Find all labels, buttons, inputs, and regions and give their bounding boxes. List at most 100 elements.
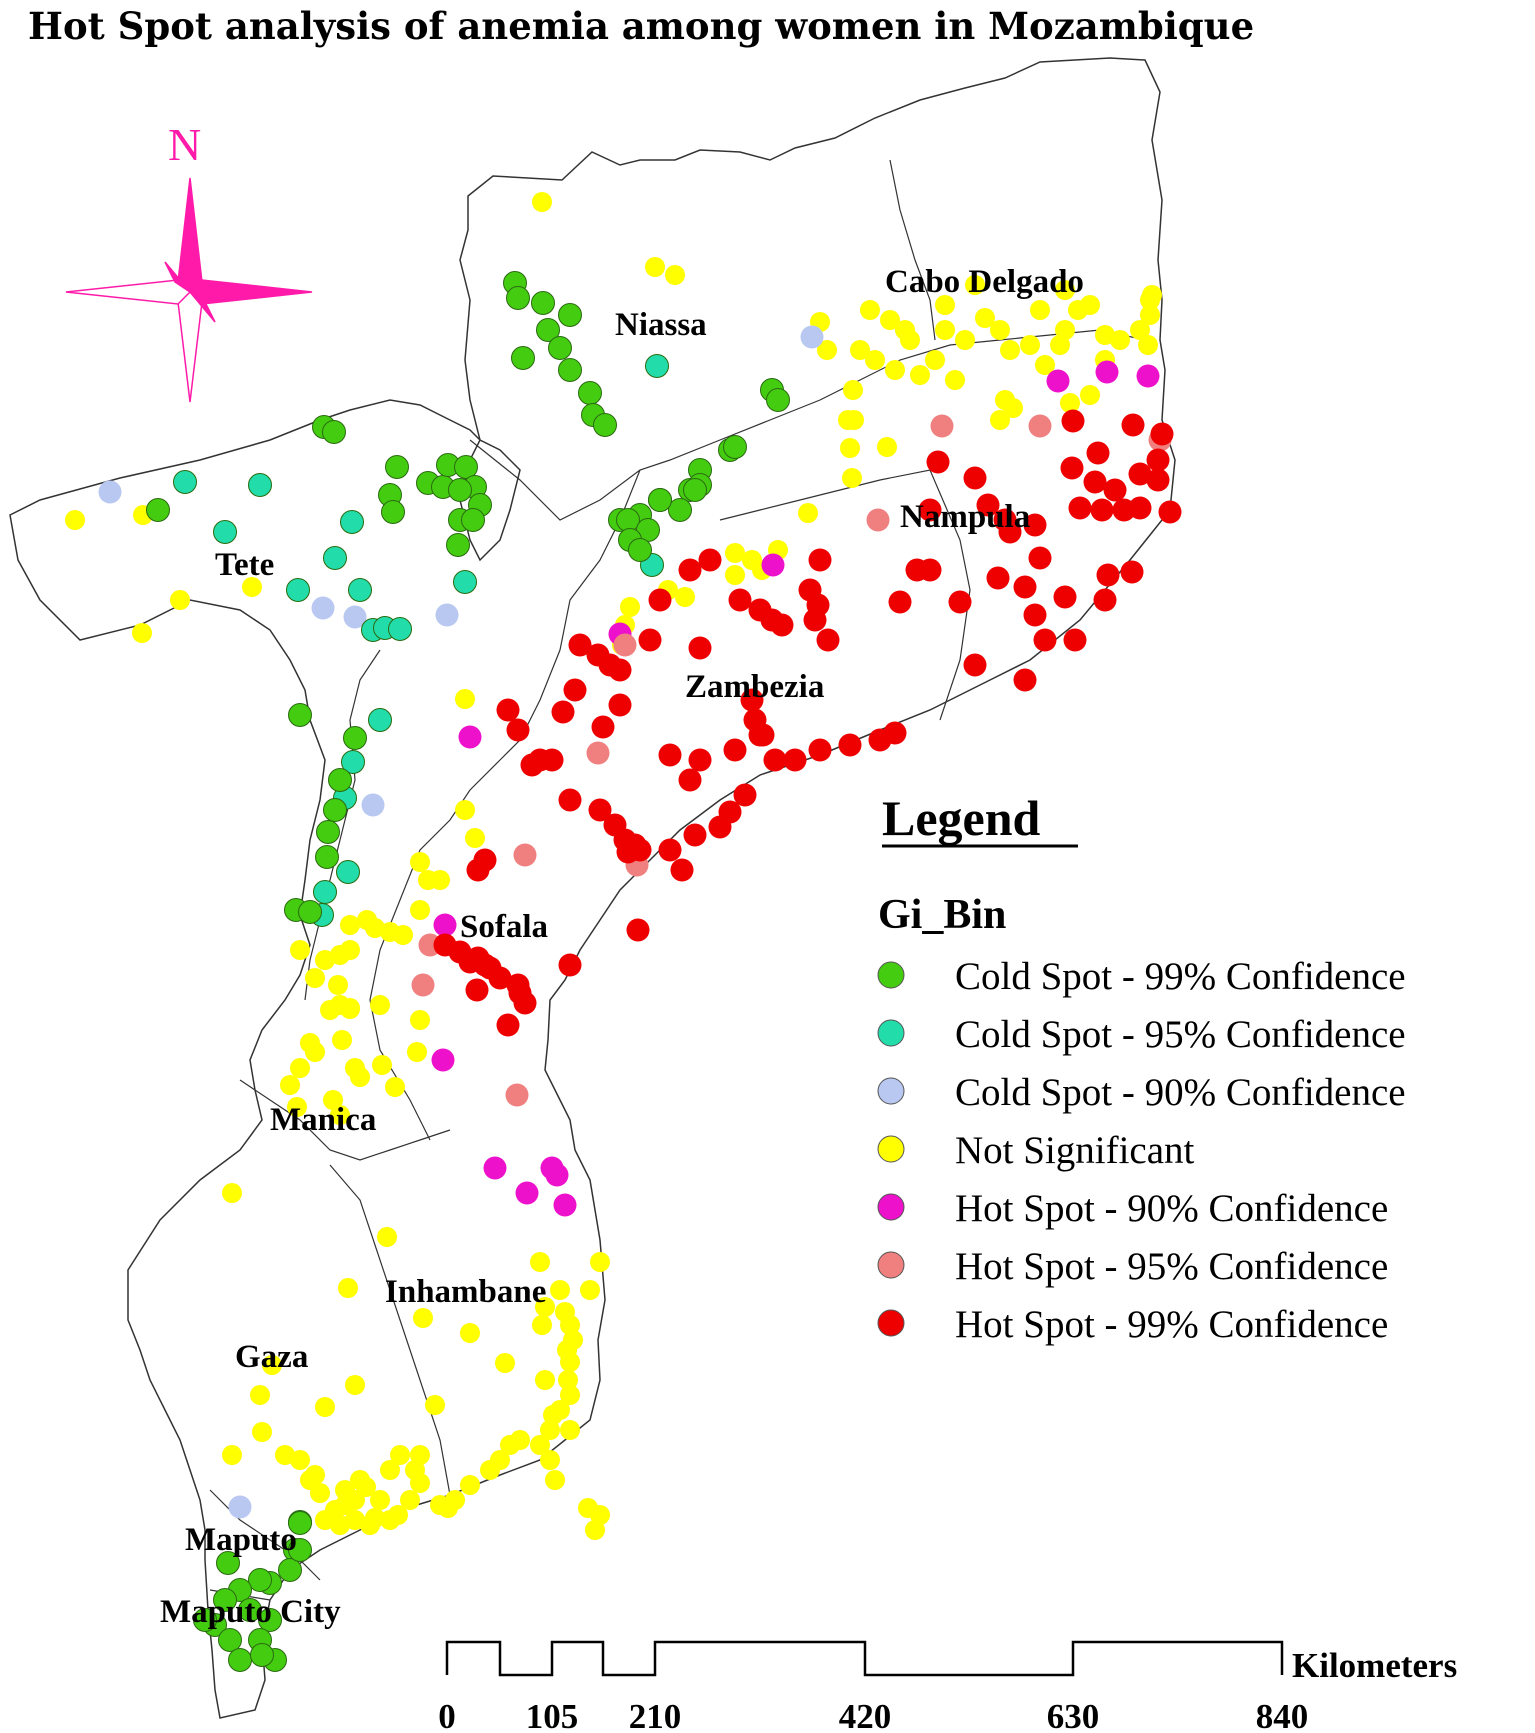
point-hot-spot-99 (1090, 498, 1114, 522)
point-not-significant (545, 1470, 565, 1490)
north-arrow-label: N (168, 119, 201, 170)
point-not-significant (560, 1385, 580, 1405)
point-not-significant (1020, 335, 1040, 355)
point-not-significant (1142, 285, 1162, 305)
point-hot-spot-99 (683, 823, 707, 847)
point-not-significant (843, 380, 863, 400)
point-hot-spot-90 (1046, 369, 1070, 393)
point-hot-spot-99 (1068, 496, 1092, 520)
point-hot-spot-99 (1086, 441, 1110, 465)
point-not-significant (330, 1105, 350, 1125)
point-cold-spot-99 (448, 478, 472, 502)
point-hot-spot-99 (1023, 603, 1047, 627)
point-hot-spot-90 (1095, 360, 1119, 384)
point-hot-spot-99 (588, 798, 612, 822)
point-not-significant (365, 918, 385, 938)
point-not-significant (360, 1515, 380, 1535)
point-hot-spot-90 (545, 1163, 569, 1187)
points-layer (65, 192, 1182, 1672)
point-hot-spot-99 (591, 715, 615, 739)
point-hot-spot-99 (1128, 462, 1152, 486)
point-hot-spot-99 (658, 838, 682, 862)
point-hot-spot-99 (616, 840, 640, 864)
point-not-significant (532, 192, 552, 212)
point-hot-spot-95 (513, 843, 537, 867)
point-hot-spot-99 (905, 558, 929, 582)
point-not-significant (560, 1420, 580, 1440)
point-not-significant (390, 1445, 410, 1465)
legend-swatch (877, 1193, 905, 1221)
point-not-significant (350, 1470, 370, 1490)
point-hot-spot-99 (1146, 448, 1170, 472)
point-cold-spot-99 (506, 286, 530, 310)
point-cold-spot-99 (238, 1598, 262, 1622)
point-hot-spot-99 (723, 738, 747, 762)
point-cold-spot-90 (800, 325, 824, 349)
point-hot-spot-99 (506, 718, 530, 742)
point-not-significant (530, 1252, 550, 1272)
province-label-gaza: Gaza (235, 1339, 308, 1375)
point-hot-spot-99 (1083, 470, 1107, 494)
province-label-cabo-delgado: Cabo Delgado (885, 264, 1084, 300)
point-not-significant (170, 590, 190, 610)
point-not-significant (885, 360, 905, 380)
point-hot-spot-99 (698, 548, 722, 572)
scale-tick-label: 105 (526, 1697, 579, 1733)
province-label-maputo: Maputo (185, 1522, 297, 1558)
point-not-significant (540, 1420, 560, 1440)
province-label-zambezia: Zambezia (685, 669, 824, 705)
point-not-significant (543, 1405, 563, 1425)
point-hot-spot-99 (963, 653, 987, 677)
point-not-significant (340, 998, 360, 1018)
point-hot-spot-99 (1060, 456, 1084, 480)
point-cold-spot-99 (578, 381, 602, 405)
point-not-significant (532, 1315, 552, 1335)
point-hot-spot-90 (433, 913, 457, 937)
point-not-significant (290, 940, 310, 960)
legend-item-label: Hot Spot - 90% Confidence (955, 1187, 1388, 1230)
point-not-significant (540, 1450, 560, 1470)
point-cold-spot-99 (288, 1511, 312, 1535)
point-not-significant (430, 870, 450, 890)
point-not-significant (955, 330, 975, 350)
point-hot-spot-99 (740, 688, 764, 712)
point-hot-spot-95 (866, 508, 890, 532)
point-not-significant (500, 1435, 520, 1455)
point-cold-spot-95 (213, 520, 237, 544)
legend: Legend Gi_Bin Cold Spot - 99% Confidence… (877, 790, 1406, 1346)
point-not-significant (935, 295, 955, 315)
point-not-significant (132, 623, 152, 643)
point-cold-spot-95 (368, 708, 392, 732)
point-hot-spot-99 (608, 658, 632, 682)
point-hot-spot-99 (783, 748, 807, 772)
province-label-maputo-city: Maputo City (160, 1594, 341, 1630)
point-not-significant (345, 1375, 365, 1395)
point-not-significant (1080, 385, 1100, 405)
point-not-significant (252, 1422, 272, 1442)
legend-swatch (877, 1077, 905, 1105)
point-cold-spot-95 (323, 546, 347, 570)
point-not-significant (455, 689, 475, 709)
legend-item-label: Cold Spot - 90% Confidence (955, 1071, 1406, 1114)
point-cold-spot-99 (683, 478, 707, 502)
point-cold-spot-95 (348, 578, 372, 602)
point-cold-spot-99 (593, 413, 617, 437)
point-hot-spot-99 (888, 590, 912, 614)
point-not-significant (315, 950, 335, 970)
point-cold-spot-99 (668, 498, 692, 522)
point-not-significant (817, 340, 837, 360)
point-hot-spot-99 (728, 588, 752, 612)
point-hot-spot-99 (496, 698, 520, 722)
point-hot-spot-99 (963, 466, 987, 490)
point-not-significant (340, 915, 360, 935)
point-not-significant (925, 350, 945, 370)
point-cold-spot-99 (323, 798, 347, 822)
point-not-significant (370, 1490, 390, 1510)
point-cold-spot-99 (146, 498, 170, 522)
point-hot-spot-99 (513, 991, 537, 1015)
point-hot-spot-99 (808, 738, 832, 762)
point-cold-spot-99 (288, 703, 312, 727)
point-hot-spot-99 (883, 721, 907, 745)
legend-item-label: Cold Spot - 95% Confidence (955, 1013, 1406, 1056)
point-hot-spot-99 (918, 498, 942, 522)
